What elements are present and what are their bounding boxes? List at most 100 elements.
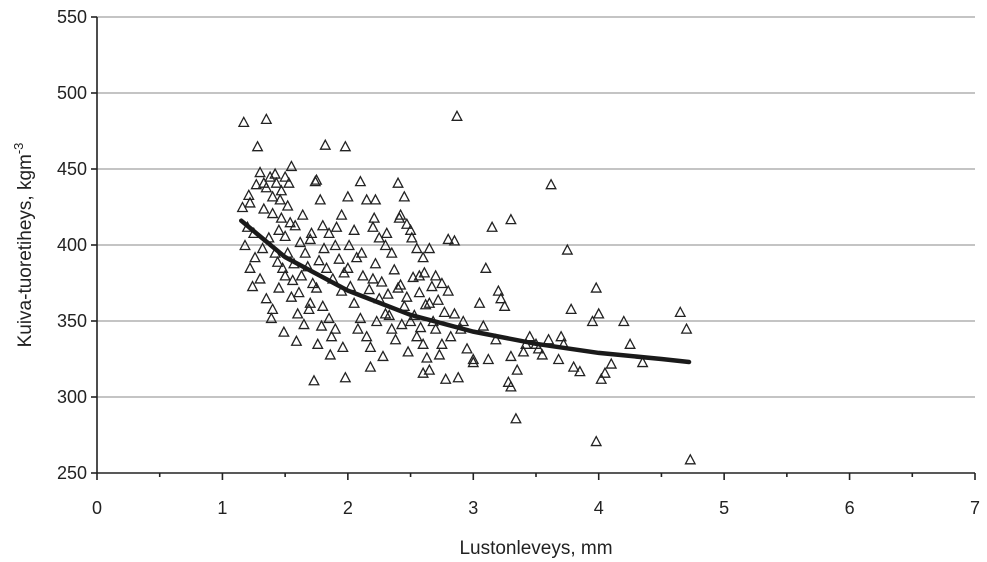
data-point bbox=[429, 322, 442, 334]
data-point bbox=[357, 269, 369, 281]
data-point bbox=[517, 345, 530, 357]
data-point bbox=[414, 321, 427, 333]
data-point bbox=[284, 216, 297, 228]
y-axis-title-superscript: -3 bbox=[11, 143, 26, 155]
data-point bbox=[355, 246, 368, 258]
data-point bbox=[502, 375, 515, 387]
data-point bbox=[311, 337, 324, 349]
data-point bbox=[237, 115, 250, 128]
data-point bbox=[385, 322, 398, 334]
data-point bbox=[246, 280, 259, 292]
data-point bbox=[354, 175, 367, 187]
data-point bbox=[360, 193, 373, 205]
data-point bbox=[369, 193, 382, 205]
data-point bbox=[400, 217, 413, 229]
data-point bbox=[348, 223, 361, 235]
y-tick-label: 500 bbox=[57, 83, 87, 103]
data-point bbox=[590, 281, 603, 293]
data-point bbox=[239, 239, 251, 251]
data-point bbox=[266, 207, 279, 219]
data-point bbox=[385, 246, 398, 258]
data-point bbox=[452, 371, 465, 383]
data-point bbox=[299, 246, 312, 258]
data-point bbox=[323, 312, 335, 324]
data-point bbox=[298, 318, 310, 330]
data-point bbox=[275, 184, 288, 196]
data-point bbox=[410, 330, 423, 342]
data-point bbox=[394, 278, 407, 290]
data-point bbox=[510, 412, 522, 424]
data-point bbox=[278, 325, 290, 337]
data-point bbox=[382, 287, 394, 299]
data-point bbox=[552, 353, 565, 365]
data-point bbox=[279, 269, 292, 281]
x-tick-label: 3 bbox=[468, 498, 478, 518]
x-tick-label: 7 bbox=[970, 498, 980, 518]
data-point bbox=[442, 284, 455, 296]
data-point bbox=[477, 319, 490, 331]
data-point bbox=[486, 220, 498, 232]
data-point bbox=[319, 138, 332, 150]
data-point bbox=[254, 166, 266, 178]
data-point bbox=[290, 334, 303, 346]
data-point bbox=[314, 193, 327, 205]
y-axis-title-text: Kuiva-tuoretiheys, kgm bbox=[15, 154, 36, 347]
data-point bbox=[542, 333, 555, 345]
data-point bbox=[270, 176, 283, 188]
data-point bbox=[236, 201, 249, 213]
y-tick-label: 400 bbox=[57, 235, 87, 255]
data-point bbox=[279, 229, 292, 242]
data-point bbox=[310, 173, 323, 185]
data-point bbox=[325, 330, 338, 342]
data-point bbox=[413, 269, 426, 281]
data-point bbox=[335, 208, 348, 220]
data-point bbox=[367, 220, 379, 232]
data-point bbox=[436, 337, 448, 349]
data-point bbox=[316, 219, 329, 231]
data-point bbox=[423, 363, 436, 375]
data-point bbox=[295, 269, 308, 281]
data-point bbox=[379, 239, 392, 251]
data-point bbox=[617, 315, 630, 327]
data-point bbox=[392, 281, 404, 293]
x-tick-label: 5 bbox=[719, 498, 729, 518]
data-point bbox=[417, 251, 429, 263]
data-point bbox=[304, 233, 317, 245]
data-point bbox=[590, 435, 603, 447]
data-point bbox=[586, 315, 599, 327]
data-point bbox=[364, 340, 377, 352]
data-point bbox=[264, 170, 276, 182]
data-point bbox=[283, 176, 295, 188]
data-point bbox=[380, 226, 393, 238]
x-axis-title: Lustonleveys, mm bbox=[459, 538, 612, 559]
data-point bbox=[363, 283, 376, 295]
data-point bbox=[636, 356, 649, 368]
data-point bbox=[448, 234, 461, 246]
data-point bbox=[316, 299, 329, 311]
data-point bbox=[329, 322, 342, 334]
y-tick-label: 450 bbox=[57, 159, 87, 179]
x-tick-label: 4 bbox=[594, 498, 604, 518]
x-tick-label: 0 bbox=[92, 498, 102, 518]
data-point bbox=[605, 357, 618, 369]
data-point bbox=[383, 309, 396, 321]
data-point bbox=[279, 170, 292, 182]
data-point bbox=[330, 220, 343, 232]
data-point bbox=[413, 286, 426, 298]
data-point bbox=[429, 269, 442, 281]
data-point bbox=[354, 312, 367, 324]
data-point bbox=[595, 372, 608, 384]
data-point bbox=[249, 251, 261, 263]
data-point bbox=[494, 292, 507, 304]
data-point bbox=[489, 333, 502, 345]
data-point bbox=[369, 257, 382, 269]
data-point bbox=[492, 284, 505, 296]
data-point bbox=[505, 213, 517, 225]
y-axis-ticks: 250 300 350 400 450 500 550 bbox=[57, 7, 97, 483]
data-point bbox=[400, 290, 413, 302]
data-point bbox=[266, 190, 279, 202]
data-point bbox=[272, 281, 285, 293]
data-point bbox=[426, 280, 438, 292]
data-point bbox=[624, 337, 636, 349]
data-point bbox=[423, 242, 436, 254]
